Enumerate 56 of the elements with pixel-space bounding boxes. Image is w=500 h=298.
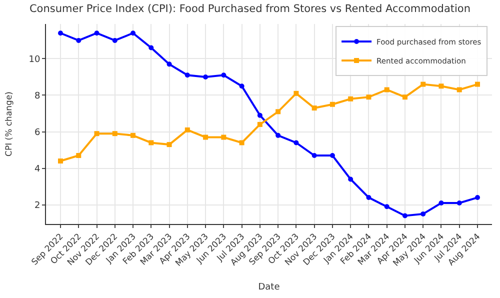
y-tick-label: 6	[34, 128, 40, 138]
point	[294, 90, 299, 96]
y-axis-title: CPI (% change)	[4, 92, 14, 156]
point	[148, 140, 154, 146]
y-tick-label: 2	[34, 200, 40, 211]
point	[130, 132, 136, 138]
point	[420, 82, 426, 87]
y-tick-label: 10	[28, 54, 40, 65]
point	[221, 72, 226, 78]
point	[475, 195, 480, 200]
point	[112, 38, 118, 43]
point	[348, 176, 354, 182]
y-tick-label: 4	[34, 164, 40, 174]
point	[112, 131, 118, 136]
point	[312, 153, 317, 158]
point	[76, 153, 82, 158]
point	[366, 94, 372, 100]
point	[184, 72, 190, 78]
point	[221, 134, 226, 140]
point	[456, 200, 462, 206]
point	[94, 131, 100, 136]
point	[239, 84, 244, 89]
point	[203, 74, 208, 80]
point	[348, 96, 354, 102]
point	[366, 195, 372, 200]
point	[184, 127, 190, 132]
point	[58, 30, 63, 36]
point	[148, 45, 154, 50]
point	[257, 112, 262, 118]
point	[166, 62, 172, 67]
point	[76, 38, 82, 43]
point	[166, 142, 172, 148]
point	[130, 30, 136, 36]
point	[456, 87, 462, 92]
point	[384, 204, 390, 210]
chart-title: Consumer Price Index (CPI): Food Purchased from Stores vs Rented Accommodation	[29, 2, 471, 15]
point	[312, 106, 317, 111]
point	[294, 140, 299, 146]
point	[402, 94, 408, 100]
point	[330, 102, 335, 107]
point	[276, 109, 281, 114]
point	[402, 213, 408, 218]
point	[58, 158, 63, 164]
x-axis-title: Date	[258, 282, 280, 293]
y-tick-label: 8	[34, 91, 40, 102]
point	[438, 84, 444, 89]
point	[203, 134, 208, 140]
point	[257, 122, 262, 127]
point	[94, 30, 100, 36]
point	[438, 200, 444, 206]
point	[330, 153, 335, 158]
point	[475, 82, 480, 87]
point	[384, 87, 390, 92]
point	[276, 132, 281, 138]
point	[420, 211, 426, 216]
point	[239, 140, 244, 146]
